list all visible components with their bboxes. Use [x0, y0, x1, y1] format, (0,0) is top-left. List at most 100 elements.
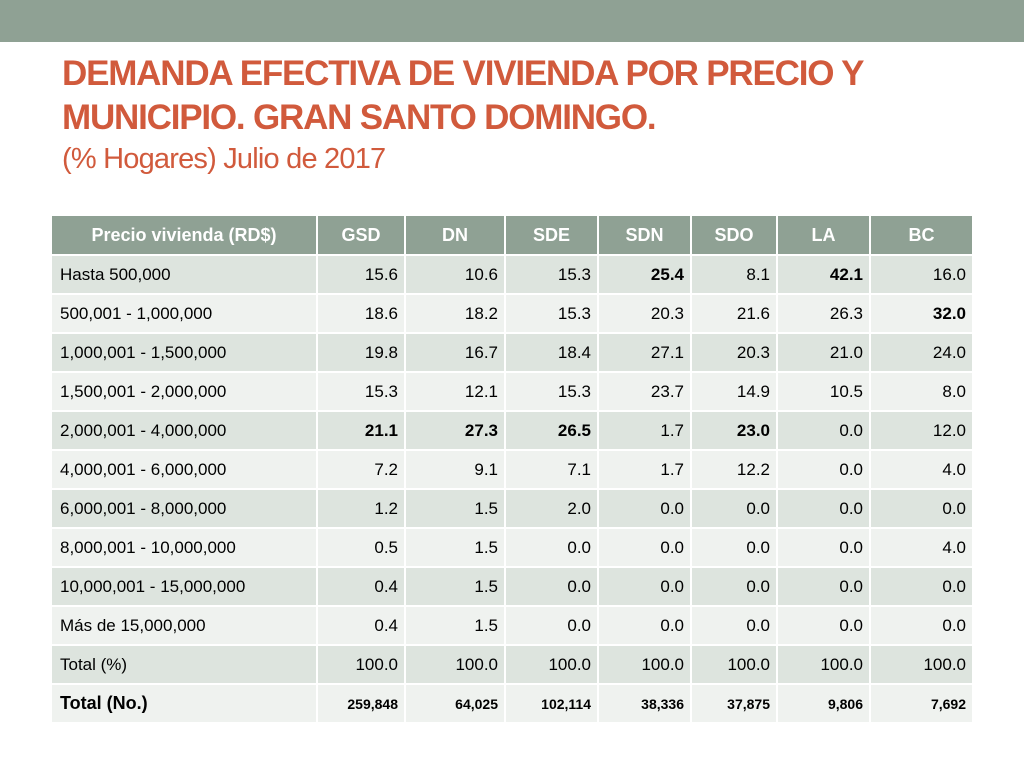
row-label: Hasta 500,000 [52, 254, 318, 294]
cell-bc: 4.0 [870, 449, 972, 489]
cell-sdo: 20.3 [691, 332, 778, 372]
cell-bc: 8.0 [870, 371, 972, 411]
cell-gsd: 7.2 [317, 449, 406, 489]
cell-gsd: 1.2 [317, 488, 406, 528]
cell-sdn: 100.0 [598, 644, 692, 684]
table-header-row: Precio vivienda (RD$) GSD DN SDE SDN SDO… [52, 216, 972, 255]
cell-sdo: 8.1 [691, 254, 778, 294]
row-label: Total (%) [52, 644, 318, 684]
cell-dn: 12.1 [405, 371, 506, 411]
cell-la: 0.0 [777, 488, 871, 528]
cell-bc: 100.0 [870, 644, 972, 684]
cell-sdo: 23.0 [691, 410, 778, 450]
cell-dn: 10.6 [405, 254, 506, 294]
cell-gsd: 259,848 [317, 683, 406, 722]
cell-sdn: 0.0 [598, 488, 692, 528]
cell-sde: 15.3 [505, 371, 599, 411]
cell-la: 9,806 [777, 683, 871, 722]
cell-sde: 7.1 [505, 449, 599, 489]
cell-la: 0.0 [777, 527, 871, 567]
cell-gsd: 15.3 [317, 371, 406, 411]
cell-dn: 1.5 [405, 566, 506, 606]
cell-sdo: 100.0 [691, 644, 778, 684]
cell-la: 10.5 [777, 371, 871, 411]
header-price: Precio vivienda (RD$) [52, 216, 318, 255]
cell-sde: 18.4 [505, 332, 599, 372]
cell-sdn: 1.7 [598, 410, 692, 450]
cell-sde: 15.3 [505, 254, 599, 294]
cell-dn: 1.5 [405, 605, 506, 645]
row-label: 8,000,001 - 10,000,000 [52, 527, 318, 567]
cell-sde: 15.3 [505, 293, 599, 333]
cell-gsd: 21.1 [317, 410, 406, 450]
row-label: 10,000,001 - 15,000,000 [52, 566, 318, 606]
table-row: Hasta 500,000 15.6 10.6 15.3 25.4 8.1 42… [52, 254, 972, 294]
table-row: 6,000,001 - 8,000,000 1.2 1.5 2.0 0.0 0.… [52, 488, 972, 528]
cell-gsd: 0.4 [317, 566, 406, 606]
cell-dn: 1.5 [405, 527, 506, 567]
cell-la: 100.0 [777, 644, 871, 684]
cell-la: 26.3 [777, 293, 871, 333]
cell-bc: 0.0 [870, 605, 972, 645]
cell-sde: 2.0 [505, 488, 599, 528]
housing-demand-table: Precio vivienda (RD$) GSD DN SDE SDN SDO… [52, 216, 972, 722]
cell-sdn: 25.4 [598, 254, 692, 294]
row-label: 1,000,001 - 1,500,000 [52, 332, 318, 372]
cell-sdn: 0.0 [598, 605, 692, 645]
table-row: 10,000,001 - 15,000,000 0.4 1.5 0.0 0.0 … [52, 566, 972, 606]
cell-sdn: 1.7 [598, 449, 692, 489]
slide-title: DEMANDA EFECTIVA DE VIVIENDA POR PRECIO … [62, 52, 1002, 178]
cell-sdn: 0.0 [598, 566, 692, 606]
cell-sdo: 0.0 [691, 488, 778, 528]
table-row: 8,000,001 - 10,000,000 0.5 1.5 0.0 0.0 0… [52, 527, 972, 567]
cell-sde: 26.5 [505, 410, 599, 450]
cell-dn: 16.7 [405, 332, 506, 372]
header-sdo: SDO [691, 216, 778, 255]
header-gsd: GSD [317, 216, 406, 255]
top-accent-band [0, 0, 1024, 42]
cell-sdo: 37,875 [691, 683, 778, 722]
cell-dn: 64,025 [405, 683, 506, 722]
cell-sdo: 12.2 [691, 449, 778, 489]
cell-sdn: 23.7 [598, 371, 692, 411]
cell-dn: 18.2 [405, 293, 506, 333]
cell-bc: 0.0 [870, 566, 972, 606]
table-row: 4,000,001 - 6,000,000 7.2 9.1 7.1 1.7 12… [52, 449, 972, 489]
cell-sde: 0.0 [505, 527, 599, 567]
row-label: 4,000,001 - 6,000,000 [52, 449, 318, 489]
cell-sdn: 0.0 [598, 527, 692, 567]
row-label: 2,000,001 - 4,000,000 [52, 410, 318, 450]
cell-la: 0.0 [777, 410, 871, 450]
cell-bc: 4.0 [870, 527, 972, 567]
header-sde: SDE [505, 216, 599, 255]
table-row-total-count: Total (No.) 259,848 64,025 102,114 38,33… [52, 683, 972, 722]
cell-la: 0.0 [777, 449, 871, 489]
cell-gsd: 19.8 [317, 332, 406, 372]
header-dn: DN [405, 216, 506, 255]
cell-la: 21.0 [777, 332, 871, 372]
header-bc: BC [870, 216, 972, 255]
slide-subtitle: (% Hogares) Julio de 2017 [62, 143, 386, 175]
cell-bc: 7,692 [870, 683, 972, 722]
table-row: 500,001 - 1,000,000 18.6 18.2 15.3 20.3 … [52, 293, 972, 333]
cell-sdo: 0.0 [691, 527, 778, 567]
cell-sdo: 0.0 [691, 566, 778, 606]
cell-bc: 0.0 [870, 488, 972, 528]
cell-dn: 100.0 [405, 644, 506, 684]
header-la: LA [777, 216, 871, 255]
title-line-1: DEMANDA EFECTIVA DE VIVIENDA POR PRECIO … [62, 54, 864, 93]
cell-bc: 12.0 [870, 410, 972, 450]
cell-gsd: 0.5 [317, 527, 406, 567]
table-row: 1,500,001 - 2,000,000 15.3 12.1 15.3 23.… [52, 371, 972, 411]
cell-bc: 32.0 [870, 293, 972, 333]
row-label: Total (No.) [52, 683, 318, 722]
table-row: 2,000,001 - 4,000,000 21.1 27.3 26.5 1.7… [52, 410, 972, 450]
row-label: 6,000,001 - 8,000,000 [52, 488, 318, 528]
cell-la: 0.0 [777, 605, 871, 645]
row-label: 1,500,001 - 2,000,000 [52, 371, 318, 411]
cell-sde: 0.0 [505, 605, 599, 645]
cell-sdn: 20.3 [598, 293, 692, 333]
cell-bc: 24.0 [870, 332, 972, 372]
table-row: Más de 15,000,000 0.4 1.5 0.0 0.0 0.0 0.… [52, 605, 972, 645]
cell-sde: 102,114 [505, 683, 599, 722]
